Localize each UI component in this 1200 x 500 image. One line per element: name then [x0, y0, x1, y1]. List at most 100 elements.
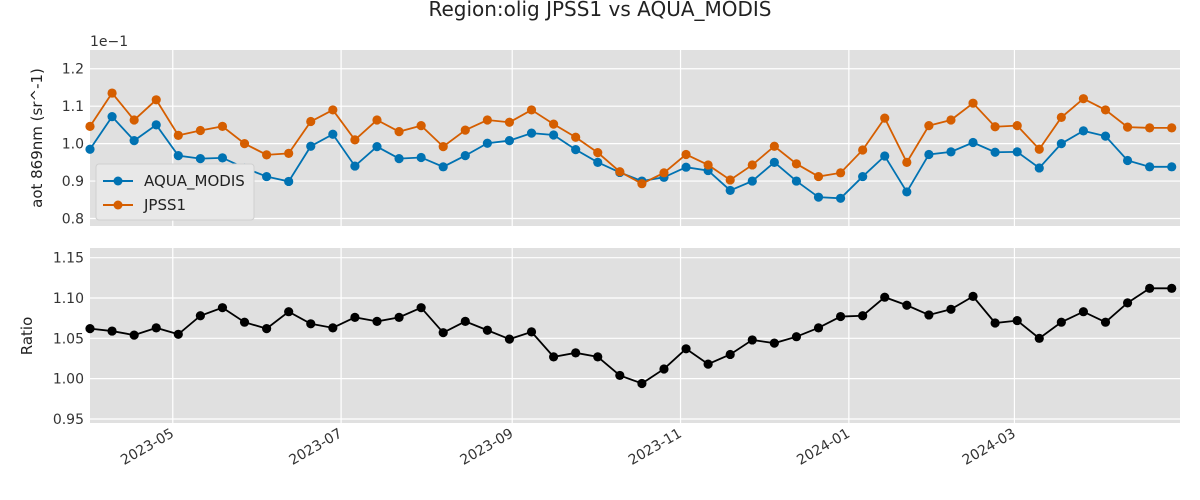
data-point-jpss1 [195, 125, 205, 136]
data-point-jpss1 [1122, 122, 1133, 132]
data-point-aqua-modis [416, 152, 426, 163]
top-y-tick-label: 0.9 [62, 174, 84, 190]
top-panel-background [90, 50, 1180, 226]
data-point-jpss1 [769, 141, 779, 151]
data-point-ratio [262, 324, 272, 334]
top-y-tick-label: 1.2 [62, 62, 84, 78]
data-point-aqua-modis [328, 129, 338, 139]
data-point-jpss1 [659, 168, 669, 178]
data-point-jpss1 [416, 121, 426, 131]
data-point-jpss1 [438, 142, 448, 152]
data-point-aqua-modis [1145, 162, 1155, 172]
data-point-jpss1 [129, 115, 139, 125]
x-ticks: 2023-05 2023-07 2023-09 2023-11 2024-01 2024-… [118, 426, 1018, 469]
data-point-jpss1 [217, 121, 228, 131]
data-point-jpss1 [548, 119, 559, 129]
data-point-jpss1 [747, 160, 757, 170]
data-point-jpss1 [350, 135, 360, 145]
data-point-ratio [504, 334, 515, 344]
data-point-ratio [526, 327, 537, 337]
data-point-aqua-modis [284, 176, 294, 187]
data-point-jpss1 [372, 115, 382, 125]
bottom-panel: 0.951.001.051.101.15 Ratio 2023-05 2023-0… [18, 248, 1180, 469]
data-point-jpss1 [107, 88, 117, 98]
data-point-aqua-modis [129, 136, 139, 146]
data-point-ratio [151, 323, 161, 333]
data-point-ratio [306, 319, 316, 329]
data-point-aqua-modis [173, 151, 183, 161]
top-y-tick-label: 1.0 [62, 137, 84, 153]
bottom-y-tick-label: 0.95 [53, 412, 84, 428]
data-point-jpss1 [924, 121, 934, 131]
data-point-ratio [615, 370, 625, 381]
legend-marker-jpss1 [113, 200, 123, 210]
data-point-ratio [350, 312, 360, 322]
bottom-series-layer [85, 283, 1177, 389]
data-point-jpss1 [151, 95, 161, 105]
data-point-ratio [1012, 315, 1022, 326]
data-point-ratio [835, 311, 846, 322]
data-point-aqua-modis [990, 147, 1000, 157]
data-point-ratio [791, 332, 802, 342]
bottom-y-tick-label: 1.15 [53, 251, 84, 267]
data-point-jpss1 [946, 115, 956, 125]
data-point-ratio [460, 316, 470, 326]
bottom-y-axis-label: Ratio [18, 317, 36, 356]
data-point-ratio [769, 338, 779, 348]
data-point-ratio [284, 307, 294, 317]
data-point-jpss1 [262, 150, 272, 160]
data-point-aqua-modis [747, 176, 757, 186]
bottom-y-tick-label: 1.00 [53, 372, 84, 388]
data-point-aqua-modis [902, 187, 912, 197]
data-point-ratio [659, 364, 669, 374]
data-point-ratio [968, 291, 978, 301]
legend-label-aqua: AQUA_MODIS [144, 172, 245, 191]
data-point-aqua-modis [217, 153, 228, 163]
x-tick-label: 2023-05 [118, 426, 177, 469]
data-point-aqua-modis [306, 141, 316, 151]
x-tick-label: 2023-09 [458, 426, 517, 469]
data-point-aqua-modis [1100, 131, 1111, 141]
data-point-jpss1 [284, 148, 294, 158]
data-point-jpss1 [703, 160, 713, 170]
data-point-ratio [1034, 333, 1044, 343]
bottom-grid [90, 248, 1180, 423]
data-point-jpss1 [835, 168, 846, 178]
data-point-aqua-modis [946, 147, 956, 157]
data-point-aqua-modis [526, 128, 537, 138]
data-point-ratio [1100, 317, 1111, 327]
data-point-aqua-modis [504, 136, 515, 146]
data-point-ratio [372, 316, 382, 326]
bottom-panel-background [90, 248, 1180, 423]
data-point-ratio [703, 359, 713, 369]
x-tick-label: 2023-11 [626, 426, 685, 469]
data-point-ratio [747, 335, 757, 345]
data-point-aqua-modis [1056, 139, 1066, 149]
data-point-jpss1 [725, 175, 735, 185]
data-point-ratio [571, 348, 581, 358]
data-point-ratio [239, 317, 250, 327]
data-point-ratio [858, 311, 868, 321]
data-point-jpss1 [593, 148, 603, 158]
data-point-jpss1 [239, 139, 250, 149]
data-point-jpss1 [858, 145, 868, 155]
legend-box [95, 163, 255, 221]
data-point-aqua-modis [880, 151, 890, 161]
data-point-aqua-modis [835, 193, 846, 203]
bottom-y-tick-label: 1.10 [53, 291, 84, 307]
data-point-aqua-modis [924, 149, 934, 160]
data-point-aqua-modis [813, 192, 824, 202]
chart-title: Region:olig JPSS1 vs AQUA_MODIS [428, 0, 771, 21]
data-point-jpss1 [1167, 123, 1177, 133]
data-point-aqua-modis [681, 162, 691, 172]
data-point-aqua-modis [195, 153, 205, 164]
data-point-aqua-modis [350, 161, 360, 171]
data-point-jpss1 [460, 125, 470, 135]
top-offset-label: 1e−1 [90, 34, 128, 50]
data-point-ratio [813, 323, 824, 333]
data-point-aqua-modis [571, 145, 581, 155]
data-point-ratio [681, 344, 691, 354]
data-point-aqua-modis [593, 157, 603, 167]
data-point-ratio [85, 324, 95, 334]
